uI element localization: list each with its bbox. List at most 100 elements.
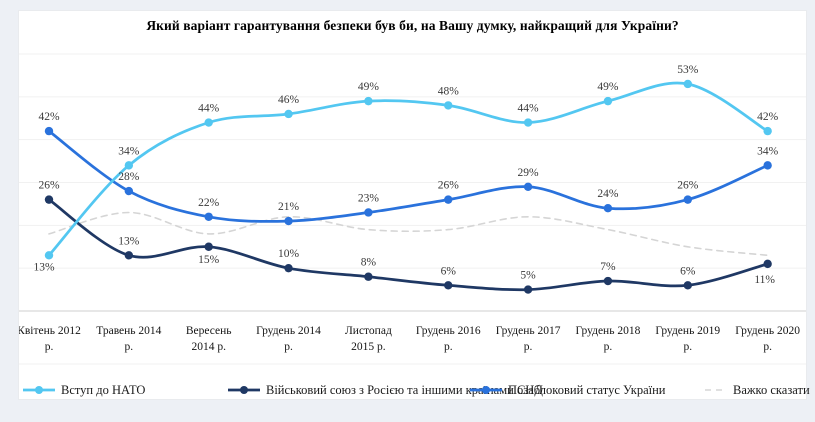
- series-0-marker-5: [444, 101, 453, 110]
- x-axis-label-line: р.: [284, 341, 293, 353]
- x-axis-label-line: р.: [45, 341, 54, 353]
- chart-title: Який варіант гарантування безпеки був би…: [146, 18, 679, 33]
- data-label: 15%: [198, 254, 220, 266]
- data-label: 21%: [278, 201, 300, 213]
- series-0-marker-4: [364, 96, 373, 106]
- legend-item-1: Військовий союз з Росією та іншими країн…: [227, 381, 543, 399]
- x-axis-label: Грудень 2019 р.: [655, 325, 720, 353]
- series-2-marker-3: [284, 216, 293, 226]
- series-1-marker-1: [124, 251, 134, 260]
- chart-plot: 13% 34% 44% 46% 49% 48% 44% 49% 53% 42% 26% 13% 15% 1…: [19, 53, 806, 365]
- data-label: 7%: [600, 261, 616, 273]
- data-label: 53%: [677, 64, 699, 76]
- legend-label: Вступ до НАТО: [61, 382, 146, 397]
- x-axis-label: Грудень 2016 р.: [416, 325, 481, 353]
- data-label: 26%: [38, 180, 60, 192]
- series-2-marker-5: [444, 195, 453, 204]
- series-0-marker-6: [523, 118, 533, 127]
- x-axis-label-line: 2014 р.: [191, 341, 226, 353]
- series-2-marker-4: [364, 208, 373, 217]
- x-axis-label-line: Грудень 2019: [655, 325, 720, 337]
- x-axis-label-line: р.: [524, 341, 533, 353]
- series-2-marker-0: [44, 126, 54, 136]
- data-label: 42%: [38, 111, 60, 123]
- x-axis-label-line: Листопад: [345, 325, 392, 337]
- data-label: 46%: [278, 94, 300, 106]
- x-axis-label: Грудень 2018 р.: [576, 325, 641, 353]
- series-2-marker-9: [763, 161, 772, 170]
- series-0-marker-8: [683, 79, 692, 89]
- series-1-marker-9: [763, 259, 772, 269]
- series-2-marker-7: [603, 204, 613, 213]
- x-axis-label-line: р.: [763, 341, 772, 353]
- legend-item-0: Вступ до НАТО: [22, 381, 145, 399]
- x-axis-label: Грудень 2014 р.: [256, 325, 321, 353]
- data-label: 22%: [198, 197, 220, 209]
- series-0-marker-7: [603, 96, 613, 106]
- data-label: 49%: [597, 81, 619, 93]
- series-1-marker-7: [603, 276, 613, 286]
- chart-legend: Вступ до НАТО Військовий союз з Росією та…: [19, 381, 810, 399]
- data-label: 8%: [361, 257, 377, 269]
- legend-line-marker-icon: [23, 386, 55, 394]
- series-1-marker-0: [44, 195, 54, 204]
- legend-line-marker-icon: [470, 386, 502, 394]
- x-axis-label: Травень 2014 р.: [96, 325, 161, 353]
- x-axis-label-line: Грудень 2017: [496, 325, 561, 337]
- series-0-marker-9: [763, 126, 772, 136]
- data-label: 48%: [438, 85, 460, 97]
- series-1-marker-2: [204, 242, 213, 251]
- x-axis-label: Грудень 2020 р.: [735, 325, 800, 353]
- series-line-0: [47, 81, 769, 257]
- series-2-marker-6: [523, 182, 533, 191]
- data-label: 28%: [118, 171, 140, 183]
- series-line-2: [47, 129, 769, 223]
- data-label: 42%: [757, 111, 779, 123]
- legend-label: Важко сказати: [733, 382, 810, 397]
- data-label: 29%: [518, 167, 540, 179]
- series-line-3: [48, 211, 769, 257]
- series-1-marker-5: [444, 281, 453, 290]
- data-label: 13%: [118, 235, 140, 247]
- series-1-marker-4: [364, 272, 373, 281]
- data-label: 13%: [33, 261, 55, 273]
- series-1-marker-8: [683, 281, 692, 290]
- series-0-marker-2: [204, 118, 213, 127]
- x-axis-label: Листопад 2015 р.: [345, 325, 392, 353]
- data-label: 44%: [198, 103, 220, 115]
- x-axis-label-line: р.: [444, 341, 453, 353]
- data-label: 6%: [441, 265, 457, 277]
- data-label: 26%: [438, 180, 460, 192]
- x-axis-label: Квітень 2012 р.: [19, 325, 81, 353]
- x-axis-label: Грудень 2017 р.: [496, 325, 561, 353]
- x-axis-label-line: р.: [683, 341, 692, 353]
- data-label: 23%: [358, 192, 380, 204]
- legend-item-2: Позаблоковий статус України: [469, 381, 665, 399]
- x-axis-label-line: Грудень 2014: [256, 325, 321, 337]
- data-label: 11%: [754, 274, 775, 286]
- series-1-marker-3: [284, 263, 293, 273]
- x-axis-label-line: р.: [125, 341, 134, 353]
- data-label: 24%: [597, 188, 619, 200]
- x-axis-label-line: Грудень 2018: [576, 325, 641, 337]
- legend-label: Позаблоковий статус України: [508, 382, 666, 397]
- data-label: 6%: [680, 265, 696, 277]
- series-1-marker-6: [523, 285, 533, 294]
- series-0-marker-0: [44, 251, 54, 260]
- series-2-marker-2: [204, 212, 213, 221]
- x-axis-label-line: Грудень 2020: [735, 325, 800, 337]
- chart-panel: Який варіант гарантування безпеки був би…: [18, 10, 810, 400]
- data-label: 49%: [358, 81, 380, 93]
- legend-dashed-line-icon: [705, 389, 727, 391]
- data-label: 26%: [677, 180, 699, 192]
- x-axis-label-line: Грудень 2016: [416, 325, 481, 337]
- x-axis-label-line: Травень 2014: [96, 325, 161, 337]
- data-label: 44%: [518, 103, 540, 115]
- series-2-marker-8: [683, 195, 692, 204]
- data-label: 10%: [278, 248, 300, 260]
- x-axis-label-line: р.: [604, 341, 613, 353]
- x-axis-label-line: Вересень: [186, 325, 232, 337]
- series-0-marker-3: [284, 109, 293, 119]
- x-axis-label: Вересень 2014 р.: [186, 325, 232, 353]
- data-label: 34%: [118, 145, 140, 157]
